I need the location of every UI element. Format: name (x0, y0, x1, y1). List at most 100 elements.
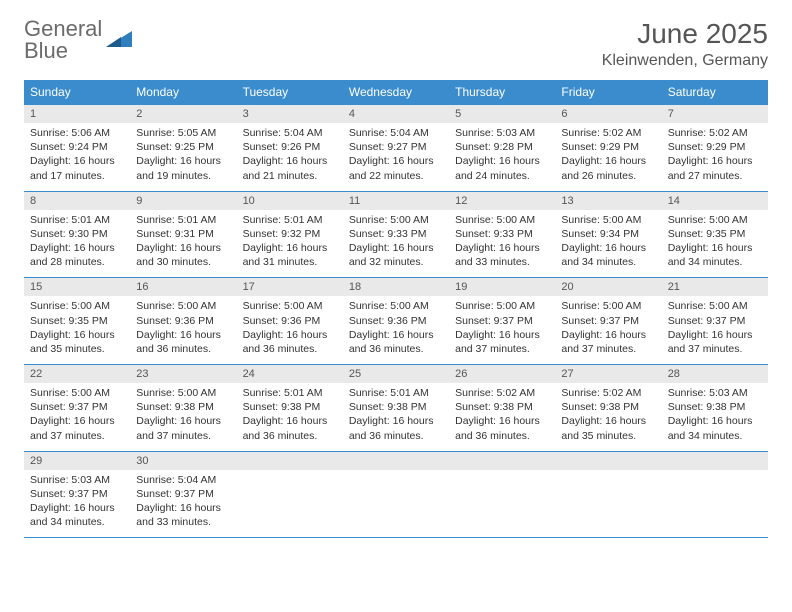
day-body: Sunrise: 5:00 AMSunset: 9:37 PMDaylight:… (449, 296, 555, 364)
location: Kleinwenden, Germany (602, 52, 768, 70)
day-number: 4 (343, 105, 449, 123)
day-body: Sunrise: 5:04 AMSunset: 9:26 PMDaylight:… (237, 123, 343, 191)
weekday-header: Friday (555, 80, 661, 105)
day-number: 20 (555, 278, 661, 296)
day-number: 12 (449, 192, 555, 210)
calendar-row: 22Sunrise: 5:00 AMSunset: 9:37 PMDayligh… (24, 365, 768, 452)
day-number: 25 (343, 365, 449, 383)
calendar-cell: 25Sunrise: 5:01 AMSunset: 9:38 PMDayligh… (343, 365, 449, 452)
calendar-cell: 6Sunrise: 5:02 AMSunset: 9:29 PMDaylight… (555, 105, 661, 192)
day-number: 2 (130, 105, 236, 123)
calendar-cell: 12Sunrise: 5:00 AMSunset: 9:33 PMDayligh… (449, 191, 555, 278)
calendar-cell: 18Sunrise: 5:00 AMSunset: 9:36 PMDayligh… (343, 278, 449, 365)
calendar-row: 15Sunrise: 5:00 AMSunset: 9:35 PMDayligh… (24, 278, 768, 365)
day-body: Sunrise: 5:01 AMSunset: 9:30 PMDaylight:… (24, 210, 130, 278)
day-number: 17 (237, 278, 343, 296)
calendar-cell: 28Sunrise: 5:03 AMSunset: 9:38 PMDayligh… (662, 365, 768, 452)
day-body: Sunrise: 5:01 AMSunset: 9:32 PMDaylight:… (237, 210, 343, 278)
day-body: Sunrise: 5:01 AMSunset: 9:38 PMDaylight:… (343, 383, 449, 451)
calendar-cell: 11Sunrise: 5:00 AMSunset: 9:33 PMDayligh… (343, 191, 449, 278)
calendar-row: 29Sunrise: 5:03 AMSunset: 9:37 PMDayligh… (24, 451, 768, 538)
day-number: 13 (555, 192, 661, 210)
calendar-cell: 27Sunrise: 5:02 AMSunset: 9:38 PMDayligh… (555, 365, 661, 452)
day-body: Sunrise: 5:00 AMSunset: 9:33 PMDaylight:… (343, 210, 449, 278)
day-body: Sunrise: 5:03 AMSunset: 9:28 PMDaylight:… (449, 123, 555, 191)
day-number: 8 (24, 192, 130, 210)
calendar-cell: 13Sunrise: 5:00 AMSunset: 9:34 PMDayligh… (555, 191, 661, 278)
calendar-row: 8Sunrise: 5:01 AMSunset: 9:30 PMDaylight… (24, 191, 768, 278)
day-number-empty (343, 452, 449, 470)
day-number: 29 (24, 452, 130, 470)
calendar-cell: 21Sunrise: 5:00 AMSunset: 9:37 PMDayligh… (662, 278, 768, 365)
calendar-body: 1Sunrise: 5:06 AMSunset: 9:24 PMDaylight… (24, 105, 768, 538)
day-number: 1 (24, 105, 130, 123)
logo-triangle-icon (106, 29, 132, 49)
calendar-cell: 8Sunrise: 5:01 AMSunset: 9:30 PMDaylight… (24, 191, 130, 278)
weekday-header: Monday (130, 80, 236, 105)
calendar-cell: 5Sunrise: 5:03 AMSunset: 9:28 PMDaylight… (449, 105, 555, 192)
calendar-cell: 26Sunrise: 5:02 AMSunset: 9:38 PMDayligh… (449, 365, 555, 452)
calendar-cell (343, 451, 449, 538)
calendar-cell (662, 451, 768, 538)
calendar-cell (449, 451, 555, 538)
day-body: Sunrise: 5:02 AMSunset: 9:38 PMDaylight:… (555, 383, 661, 451)
day-number: 18 (343, 278, 449, 296)
day-number: 22 (24, 365, 130, 383)
calendar-cell: 16Sunrise: 5:00 AMSunset: 9:36 PMDayligh… (130, 278, 236, 365)
calendar-cell: 23Sunrise: 5:00 AMSunset: 9:38 PMDayligh… (130, 365, 236, 452)
day-number: 10 (237, 192, 343, 210)
calendar-cell (555, 451, 661, 538)
weekday-header: Wednesday (343, 80, 449, 105)
calendar-cell: 7Sunrise: 5:02 AMSunset: 9:29 PMDaylight… (662, 105, 768, 192)
calendar-cell: 19Sunrise: 5:00 AMSunset: 9:37 PMDayligh… (449, 278, 555, 365)
day-body: Sunrise: 5:00 AMSunset: 9:37 PMDaylight:… (555, 296, 661, 364)
day-number-empty (555, 452, 661, 470)
calendar-cell: 30Sunrise: 5:04 AMSunset: 9:37 PMDayligh… (130, 451, 236, 538)
day-body: Sunrise: 5:00 AMSunset: 9:35 PMDaylight:… (24, 296, 130, 364)
calendar-cell: 10Sunrise: 5:01 AMSunset: 9:32 PMDayligh… (237, 191, 343, 278)
weekday-header: Saturday (662, 80, 768, 105)
weekday-header-row: Sunday Monday Tuesday Wednesday Thursday… (24, 80, 768, 105)
calendar-cell: 17Sunrise: 5:00 AMSunset: 9:36 PMDayligh… (237, 278, 343, 365)
header: General Blue June 2025 Kleinwenden, Germ… (24, 18, 768, 70)
day-number: 14 (662, 192, 768, 210)
day-body: Sunrise: 5:00 AMSunset: 9:33 PMDaylight:… (449, 210, 555, 278)
logo-text-blue: Blue (24, 38, 68, 63)
day-body: Sunrise: 5:03 AMSunset: 9:38 PMDaylight:… (662, 383, 768, 451)
day-body: Sunrise: 5:00 AMSunset: 9:37 PMDaylight:… (24, 383, 130, 451)
title-block: June 2025 Kleinwenden, Germany (602, 18, 768, 70)
month-title: June 2025 (602, 18, 768, 50)
logo-text: General Blue (24, 18, 102, 62)
calendar-cell: 2Sunrise: 5:05 AMSunset: 9:25 PMDaylight… (130, 105, 236, 192)
calendar-cell: 22Sunrise: 5:00 AMSunset: 9:37 PMDayligh… (24, 365, 130, 452)
day-number-empty (237, 452, 343, 470)
day-number: 9 (130, 192, 236, 210)
calendar-cell (237, 451, 343, 538)
day-number: 27 (555, 365, 661, 383)
day-body: Sunrise: 5:00 AMSunset: 9:34 PMDaylight:… (555, 210, 661, 278)
day-body: Sunrise: 5:06 AMSunset: 9:24 PMDaylight:… (24, 123, 130, 191)
logo: General Blue (24, 18, 132, 62)
day-number: 7 (662, 105, 768, 123)
calendar-cell: 24Sunrise: 5:01 AMSunset: 9:38 PMDayligh… (237, 365, 343, 452)
day-number: 16 (130, 278, 236, 296)
day-number: 5 (449, 105, 555, 123)
day-body: Sunrise: 5:00 AMSunset: 9:36 PMDaylight:… (130, 296, 236, 364)
day-number: 24 (237, 365, 343, 383)
day-number: 28 (662, 365, 768, 383)
day-body: Sunrise: 5:02 AMSunset: 9:29 PMDaylight:… (662, 123, 768, 191)
day-body: Sunrise: 5:04 AMSunset: 9:27 PMDaylight:… (343, 123, 449, 191)
day-number: 15 (24, 278, 130, 296)
day-number: 19 (449, 278, 555, 296)
calendar-cell: 29Sunrise: 5:03 AMSunset: 9:37 PMDayligh… (24, 451, 130, 538)
day-body: Sunrise: 5:04 AMSunset: 9:37 PMDaylight:… (130, 470, 236, 538)
day-body: Sunrise: 5:00 AMSunset: 9:36 PMDaylight:… (343, 296, 449, 364)
calendar-cell: 1Sunrise: 5:06 AMSunset: 9:24 PMDaylight… (24, 105, 130, 192)
day-number: 21 (662, 278, 768, 296)
calendar-row: 1Sunrise: 5:06 AMSunset: 9:24 PMDaylight… (24, 105, 768, 192)
day-body: Sunrise: 5:00 AMSunset: 9:37 PMDaylight:… (662, 296, 768, 364)
weekday-header: Thursday (449, 80, 555, 105)
day-number: 23 (130, 365, 236, 383)
day-body: Sunrise: 5:02 AMSunset: 9:29 PMDaylight:… (555, 123, 661, 191)
calendar-cell: 14Sunrise: 5:00 AMSunset: 9:35 PMDayligh… (662, 191, 768, 278)
